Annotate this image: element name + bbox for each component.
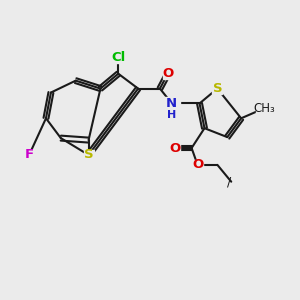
Bar xyxy=(84,150,94,160)
Text: O: O xyxy=(169,142,180,154)
Bar xyxy=(111,53,125,63)
Text: Cl: Cl xyxy=(111,51,125,64)
Text: O: O xyxy=(162,67,173,80)
Bar xyxy=(170,143,180,153)
Text: /: / xyxy=(227,175,236,188)
Text: F: F xyxy=(25,148,34,161)
Text: O: O xyxy=(192,158,203,171)
Bar xyxy=(212,84,222,94)
Bar xyxy=(256,103,272,113)
Text: S: S xyxy=(213,82,222,95)
Text: H: H xyxy=(167,110,176,120)
Bar xyxy=(193,160,202,170)
Bar xyxy=(163,69,173,79)
Text: CH₃: CH₃ xyxy=(253,102,275,115)
Text: S: S xyxy=(84,148,93,161)
Bar xyxy=(24,150,34,160)
Text: N: N xyxy=(166,97,177,110)
Bar xyxy=(164,97,180,110)
